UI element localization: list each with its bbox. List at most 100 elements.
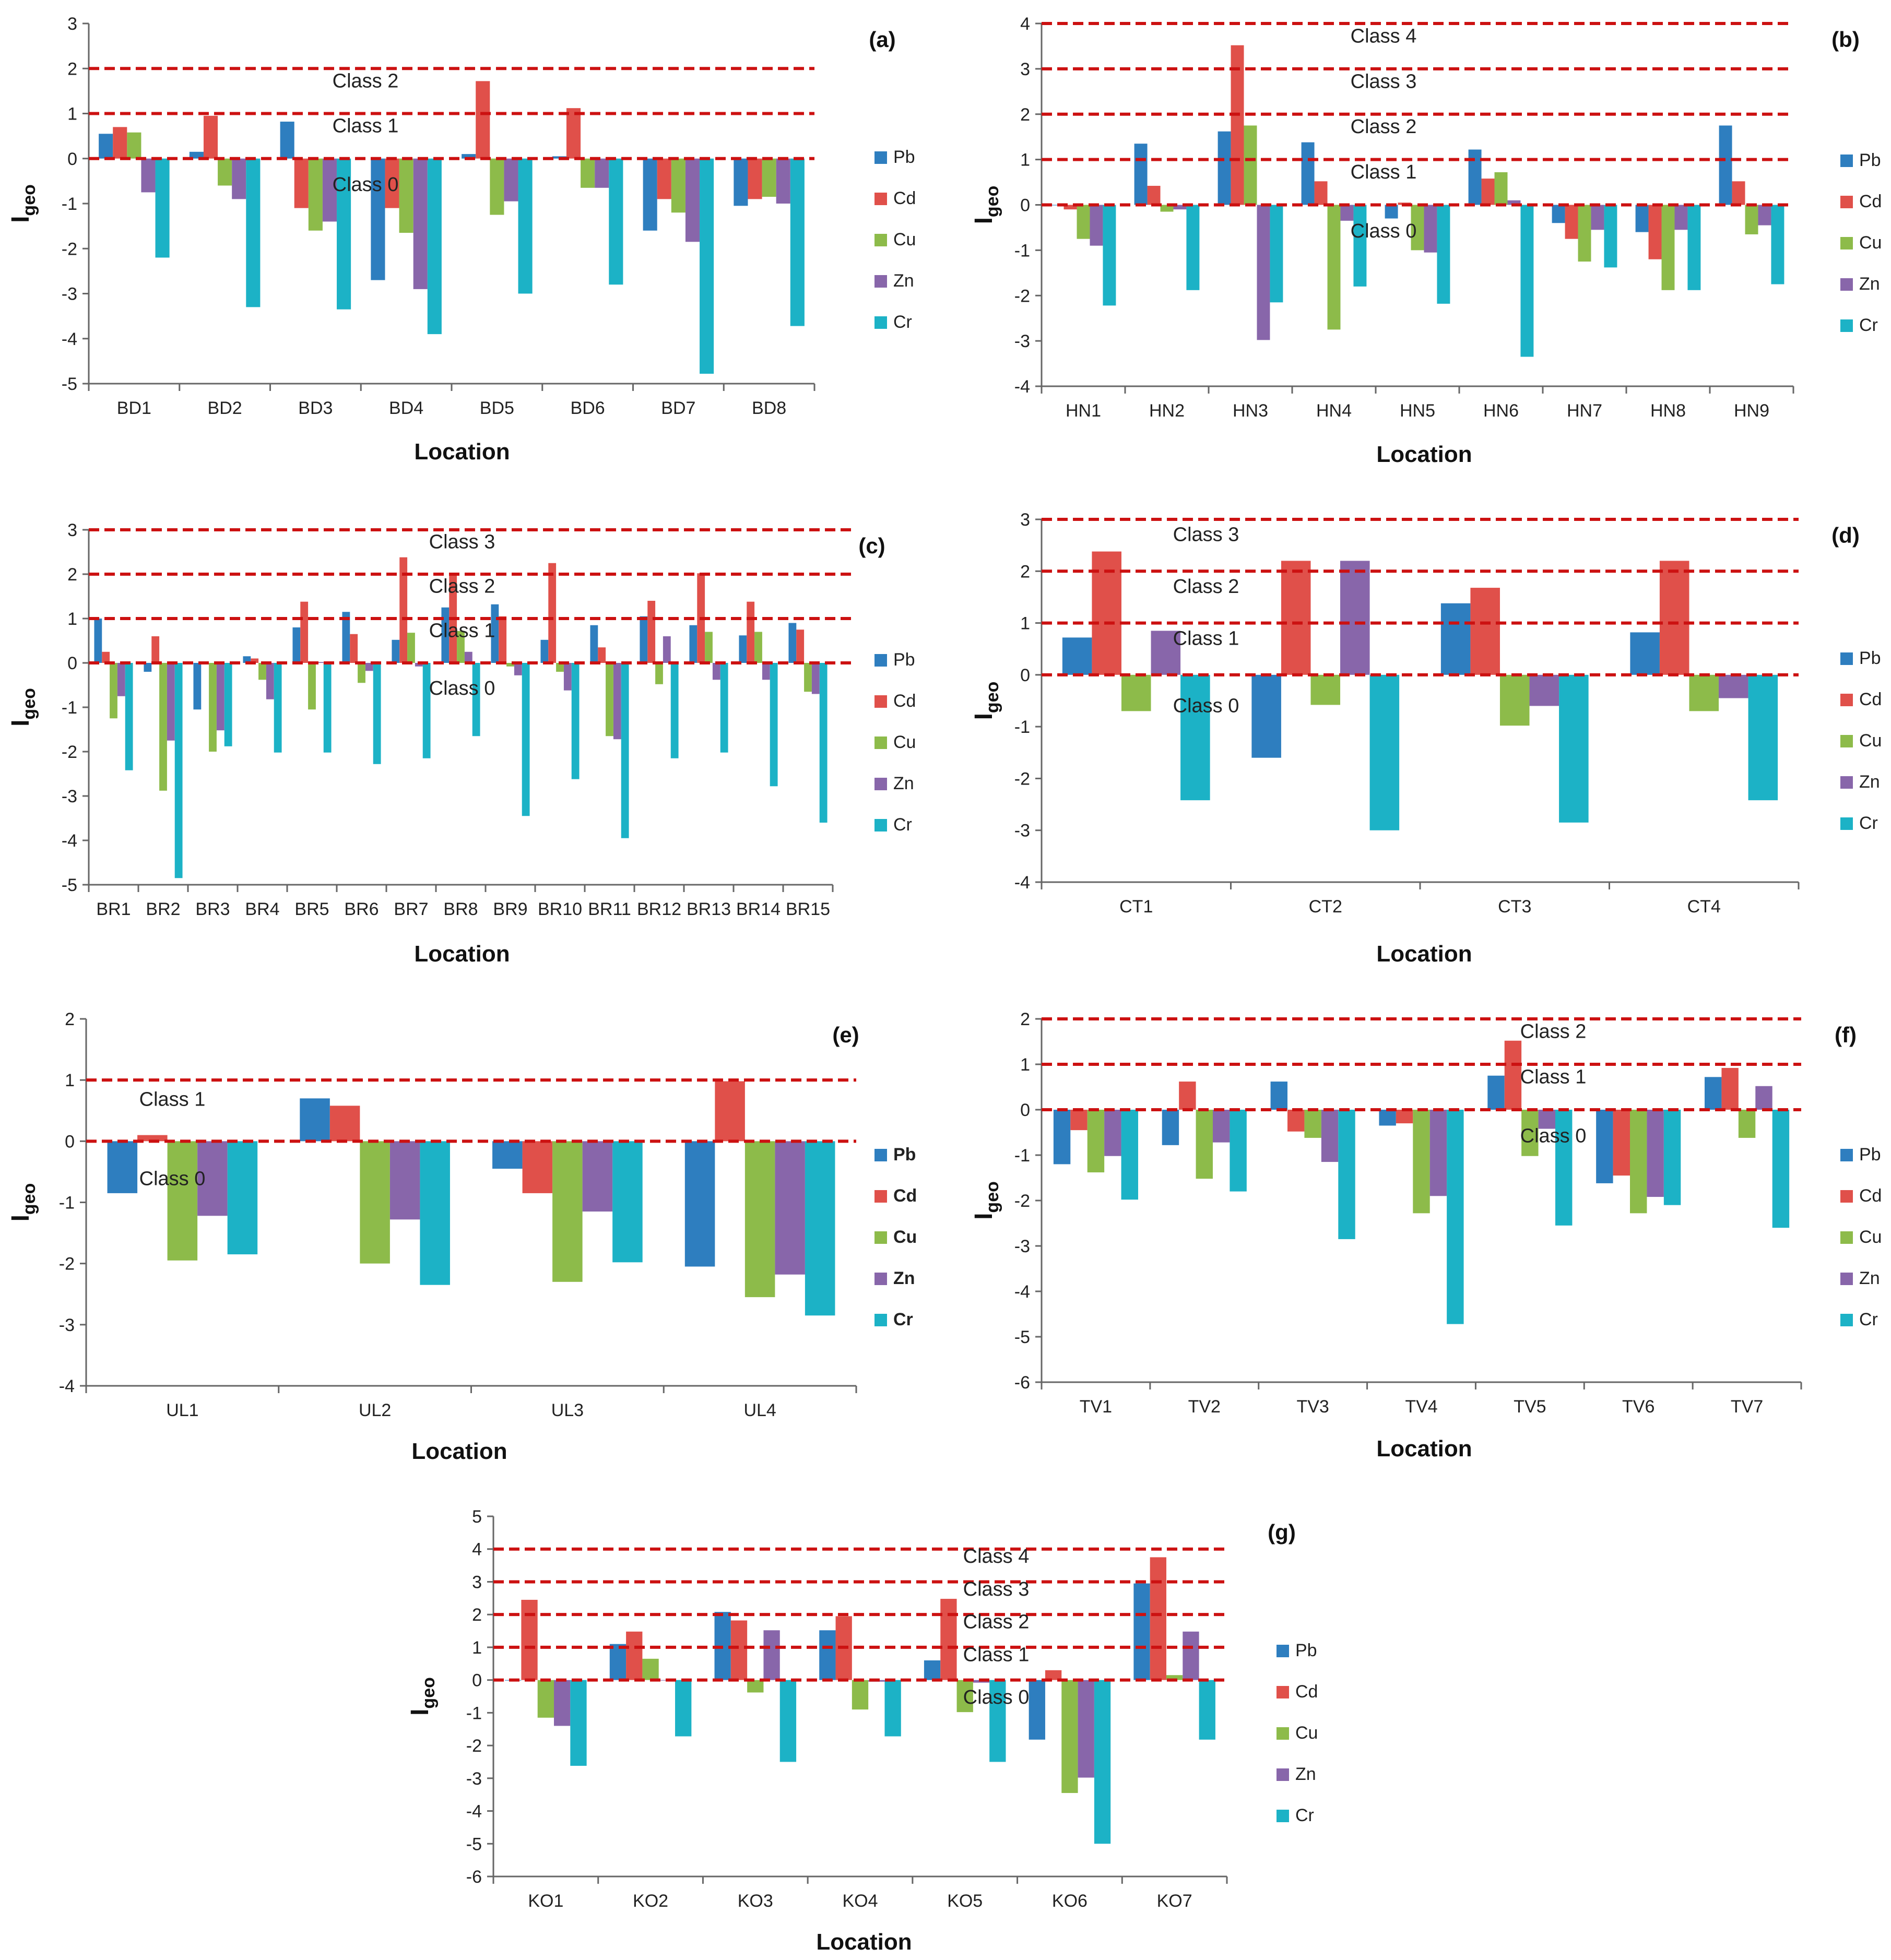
legend-swatch-cd — [874, 695, 887, 708]
legend-label-cd: Cd — [893, 1186, 917, 1206]
bar-zn-ul3 — [582, 1141, 613, 1212]
legend-label-cr: Cr — [1295, 1805, 1314, 1825]
x-tick-label: BD5 — [480, 398, 514, 418]
y-tick-label: -3 — [62, 284, 77, 304]
bar-cr-ct3 — [1559, 674, 1589, 823]
x-tick-label: BR8 — [443, 899, 478, 919]
class-label-0: Class 0 — [963, 1686, 1030, 1708]
x-tick-label: TV1 — [1080, 1397, 1112, 1417]
x-tick-label: HN4 — [1316, 401, 1352, 421]
bar-cr-br6 — [373, 663, 381, 764]
bar-cu-tv3 — [1304, 1110, 1321, 1138]
legend-label-cu: Cu — [1859, 1227, 1882, 1247]
y-axis-title: Igeo — [970, 682, 1002, 720]
bar-zn-ul2 — [389, 1141, 420, 1220]
x-tick-label: BR4 — [245, 899, 279, 919]
bar-cu-ko6 — [1061, 1680, 1078, 1793]
bar-cu-hn1 — [1077, 205, 1090, 239]
x-tick-label: KO2 — [633, 1891, 668, 1911]
y-axis-title-main: I — [970, 713, 998, 720]
legend-label-cu: Cu — [893, 1227, 917, 1247]
y-tick-label: 2 — [1020, 562, 1030, 581]
y-tick-label: 1 — [65, 1071, 75, 1090]
y-tick-label: 3 — [1020, 60, 1030, 79]
bar-zn-bd2 — [232, 158, 246, 199]
bar-zn-bd5 — [504, 158, 518, 201]
legend-label-cu: Cu — [1295, 1723, 1318, 1743]
y-tick-label: -4 — [62, 329, 77, 349]
bar-cd-br2 — [151, 636, 160, 663]
bar-zn-br4 — [266, 663, 274, 699]
legend-swatch-cu — [874, 1231, 887, 1244]
legend-swatch-cu — [1840, 1231, 1853, 1244]
bar-cu-tv4 — [1413, 1110, 1430, 1214]
bar-cu-ko4 — [852, 1680, 869, 1710]
bar-cu-tv5 — [1521, 1110, 1539, 1156]
y-tick-label: -6 — [466, 1867, 482, 1887]
bar-cd-ko3 — [730, 1620, 748, 1680]
y-tick-label: -4 — [466, 1802, 482, 1822]
y-axis-title-sub: geo — [19, 1183, 39, 1215]
bar-cu-br14 — [754, 632, 762, 663]
bar-pb-hn3 — [1218, 131, 1231, 205]
bar-cu-bd8 — [762, 158, 776, 197]
bar-zn-br2 — [167, 663, 175, 741]
bar-cr-tv4 — [1447, 1110, 1464, 1324]
x-tick-label: BR6 — [344, 899, 379, 919]
bar-cd-hn8 — [1648, 205, 1662, 259]
y-tick-label: 0 — [67, 654, 77, 673]
bar-cr-ct4 — [1748, 674, 1778, 801]
y-tick-label: 2 — [67, 59, 77, 79]
legend-swatch-cd — [874, 193, 887, 205]
bar-pb-hn8 — [1635, 205, 1649, 232]
bar-cu-br8 — [457, 631, 465, 663]
y-axis-title-sub: geo — [19, 184, 39, 216]
class-label-1: Class 1 — [139, 1088, 206, 1110]
bar-cu-hn8 — [1661, 205, 1675, 290]
bar-cr-hn2 — [1186, 205, 1200, 290]
bar-pb-bd4 — [371, 158, 385, 280]
panel-label: (c) — [858, 533, 885, 558]
panel-g: 5 4 3 2 1 0 -1 -2 -3 -4 -5 -6 KO1 KO2 KO3 KO4 KO5 KO6 KO7 C… — [406, 1507, 1318, 1955]
bar-cd-br15 — [796, 629, 805, 663]
y-tick-label: 1 — [1020, 150, 1030, 170]
class-label-3: Class 3 — [1351, 70, 1417, 92]
bar-cu-hn5 — [1411, 205, 1424, 251]
bar-pb-bd3 — [280, 122, 294, 159]
bar-cr-ko1 — [570, 1680, 587, 1766]
bar-cr-br10 — [571, 663, 580, 779]
bar-pb-ko7 — [1133, 1583, 1150, 1680]
bar-cr-br7 — [422, 663, 431, 758]
y-axis-title-sub: geo — [983, 186, 1002, 217]
bar-zn-bd7 — [685, 158, 700, 242]
legend-label-cd: Cd — [1295, 1682, 1318, 1702]
bar-cd-ko1 — [521, 1599, 538, 1680]
y-tick-label: 3 — [472, 1572, 482, 1592]
bar-cu-br13 — [705, 632, 713, 663]
bar-pb-br15 — [788, 623, 797, 663]
legend-swatch-cr — [874, 819, 887, 831]
bar-zn-br10 — [563, 663, 572, 691]
bar-pb-ul1 — [107, 1141, 138, 1193]
x-tick-label: UL2 — [359, 1400, 391, 1420]
bar-zn-hn4 — [1340, 205, 1354, 221]
x-tick-label: KO6 — [1052, 1891, 1088, 1911]
bar-zn-tv3 — [1321, 1110, 1339, 1162]
bar-cr-bd7 — [700, 158, 714, 374]
bar-zn-ct2 — [1340, 561, 1370, 675]
bar-cu-br9 — [506, 663, 514, 667]
x-axis-title: Location — [1376, 1436, 1472, 1462]
legend-swatch-cd — [874, 1190, 887, 1203]
bar-zn-tv1 — [1104, 1110, 1121, 1156]
class-label-1: Class 1 — [963, 1644, 1030, 1666]
x-tick-label: HN1 — [1066, 401, 1101, 421]
legend-swatch-cr — [1840, 817, 1853, 830]
y-tick-label: 1 — [472, 1638, 482, 1658]
bar-cr-ct1 — [1180, 674, 1210, 801]
bar-zn-bd3 — [322, 158, 337, 222]
bar-cu-ct2 — [1310, 674, 1341, 705]
legend-swatch-zn — [874, 778, 887, 790]
x-tick-label: BR13 — [687, 899, 731, 919]
bar-cr-ul1 — [227, 1141, 258, 1255]
x-tick-label: HN6 — [1483, 401, 1519, 421]
